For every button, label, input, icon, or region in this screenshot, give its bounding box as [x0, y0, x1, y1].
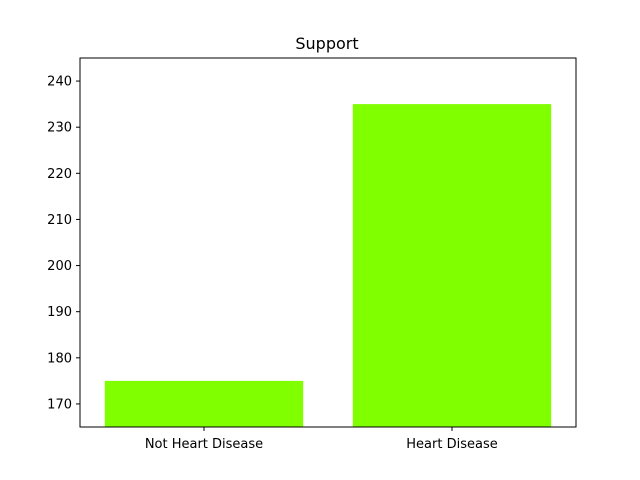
y-tick-label: 170	[47, 397, 72, 412]
bar-not-heart-disease	[104, 380, 304, 427]
x-tick-label: Heart Disease	[406, 437, 497, 452]
y-tick-label: 240	[47, 75, 72, 90]
x-tick-label: Not Heart Disease	[145, 437, 263, 452]
plot-frame	[79, 57, 577, 428]
x-axis: Not Heart Disease Heart Disease	[145, 427, 498, 452]
y-axis: 170 180 190 200 210 220 230 240	[47, 75, 80, 412]
y-tick-label: 190	[47, 305, 72, 320]
chart-title: Support	[295, 34, 358, 53]
bars	[104, 104, 552, 427]
y-tick-label: 180	[47, 351, 72, 366]
y-tick-label: 220	[47, 167, 72, 182]
y-tick-label: 200	[47, 259, 72, 274]
y-tick-label: 230	[47, 121, 72, 136]
y-tick-label: 210	[47, 213, 72, 228]
bar-heart-disease	[352, 104, 552, 427]
